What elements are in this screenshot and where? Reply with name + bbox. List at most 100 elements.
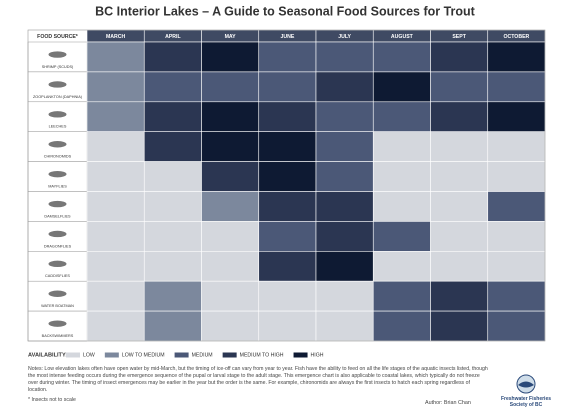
availability-cell bbox=[143, 101, 202, 133]
availability-cell bbox=[430, 161, 489, 192]
availability-cell bbox=[487, 221, 546, 252]
logo-line: Freshwater Fisheries bbox=[500, 396, 552, 402]
availability-cell bbox=[86, 221, 145, 252]
logo-fish bbox=[518, 381, 534, 388]
availability-cell bbox=[201, 101, 260, 133]
availability-cell bbox=[487, 71, 546, 103]
header-label: APRIL bbox=[165, 34, 181, 40]
insect-icon bbox=[48, 290, 67, 297]
availability-cell bbox=[430, 310, 489, 342]
availability-cell bbox=[315, 71, 374, 103]
legend-swatch bbox=[174, 352, 189, 358]
row-label: DRAGONFLIES bbox=[44, 244, 72, 248]
availability-cell bbox=[201, 71, 260, 103]
legend-swatch bbox=[293, 352, 308, 358]
availability-cell bbox=[258, 161, 317, 192]
insect-icon bbox=[48, 51, 67, 58]
row-label: CHIRONOMIDS bbox=[44, 155, 72, 159]
availability-cell bbox=[487, 41, 546, 73]
availability-cell bbox=[372, 101, 431, 133]
availability-cell bbox=[86, 161, 145, 192]
availability-cell bbox=[487, 161, 546, 192]
table-border bbox=[27, 29, 546, 342]
availability-cell bbox=[86, 310, 145, 342]
availability-cell bbox=[258, 131, 317, 162]
insect-icon bbox=[48, 200, 67, 208]
availability-cell bbox=[143, 41, 202, 73]
availability-cell bbox=[86, 71, 145, 103]
availability-cell bbox=[258, 101, 317, 133]
availability-cell bbox=[430, 131, 489, 162]
availability-cell bbox=[430, 41, 489, 73]
availability-cell bbox=[143, 71, 202, 103]
legend-label: MEDIUM bbox=[192, 352, 213, 358]
availability-cell bbox=[372, 41, 431, 73]
legend-swatch bbox=[222, 352, 237, 358]
availability-cell bbox=[315, 280, 374, 312]
availability-cell bbox=[258, 221, 317, 252]
header-label: MAY bbox=[225, 34, 237, 40]
availability-cell bbox=[372, 161, 431, 192]
availability-cell bbox=[143, 161, 202, 192]
availability-cell bbox=[143, 310, 202, 342]
availability-cell bbox=[372, 280, 431, 312]
availability-cell bbox=[372, 131, 431, 162]
availability-cell bbox=[201, 310, 260, 342]
availability-cell bbox=[143, 221, 202, 252]
insect-icon bbox=[48, 81, 67, 88]
header-label: OCTOBER bbox=[503, 34, 529, 40]
availability-cell bbox=[487, 310, 546, 342]
availability-cell bbox=[372, 191, 431, 222]
availability-cell bbox=[315, 131, 374, 162]
header-label: JUNE bbox=[280, 34, 294, 40]
availability-cell bbox=[258, 41, 317, 73]
availability-cell bbox=[315, 161, 374, 192]
row-label: BACKSWIMMERS bbox=[42, 334, 74, 338]
availability-cell bbox=[86, 41, 145, 73]
availability-cell bbox=[258, 280, 317, 312]
availability-cell bbox=[430, 71, 489, 103]
availability-cell bbox=[487, 131, 546, 162]
availability-cell bbox=[143, 191, 202, 222]
insect-icon bbox=[48, 141, 67, 148]
availability-cell bbox=[430, 280, 489, 312]
availability-cell bbox=[487, 280, 546, 312]
legend-swatch bbox=[66, 352, 80, 358]
availability-cell bbox=[86, 280, 145, 312]
header-label: MARCH bbox=[106, 34, 126, 40]
availability-cell bbox=[201, 131, 260, 162]
insect-icon bbox=[48, 260, 67, 268]
legend-label: MEDIUM TO HIGH bbox=[240, 352, 284, 358]
row-label: WATER BOATMAN bbox=[41, 304, 74, 308]
availability-cell bbox=[487, 251, 546, 282]
insect-icon bbox=[48, 111, 67, 118]
availability-cell bbox=[430, 221, 489, 252]
availability-cell bbox=[143, 251, 202, 282]
availability-cell bbox=[143, 131, 202, 162]
header-label: JULY bbox=[338, 34, 351, 40]
notes: Notes: Low elevation lakes often have op… bbox=[28, 366, 488, 393]
header-label: AUGUST bbox=[391, 34, 414, 40]
logo-line: Society of BC bbox=[509, 402, 543, 408]
row-label: SHRIMP (SCUDS) bbox=[42, 65, 74, 69]
availability-cell bbox=[315, 191, 374, 222]
availability-cell bbox=[315, 101, 374, 133]
logo-text: Freshwater Fisheries Society of BC bbox=[500, 396, 552, 408]
availability-cell bbox=[372, 71, 431, 103]
availability-cell bbox=[86, 191, 145, 222]
insect-icon bbox=[48, 230, 67, 238]
availability-cell bbox=[143, 280, 202, 312]
availability-cell bbox=[430, 101, 489, 133]
availability-cell bbox=[258, 310, 317, 342]
insect-icon bbox=[48, 170, 67, 178]
insect-icon bbox=[48, 320, 67, 327]
row-label: CADDISFLIES bbox=[45, 274, 70, 278]
title: BC Interior Lakes – A Guide to Seasonal … bbox=[95, 4, 476, 18]
availability-cell bbox=[86, 101, 145, 133]
availability-cell bbox=[86, 251, 145, 282]
availability-cell bbox=[201, 191, 260, 222]
availability-cell bbox=[258, 191, 317, 222]
header-label: SEPT bbox=[452, 34, 466, 40]
legend-label: HIGH bbox=[311, 352, 324, 358]
availability-cell bbox=[201, 280, 260, 312]
